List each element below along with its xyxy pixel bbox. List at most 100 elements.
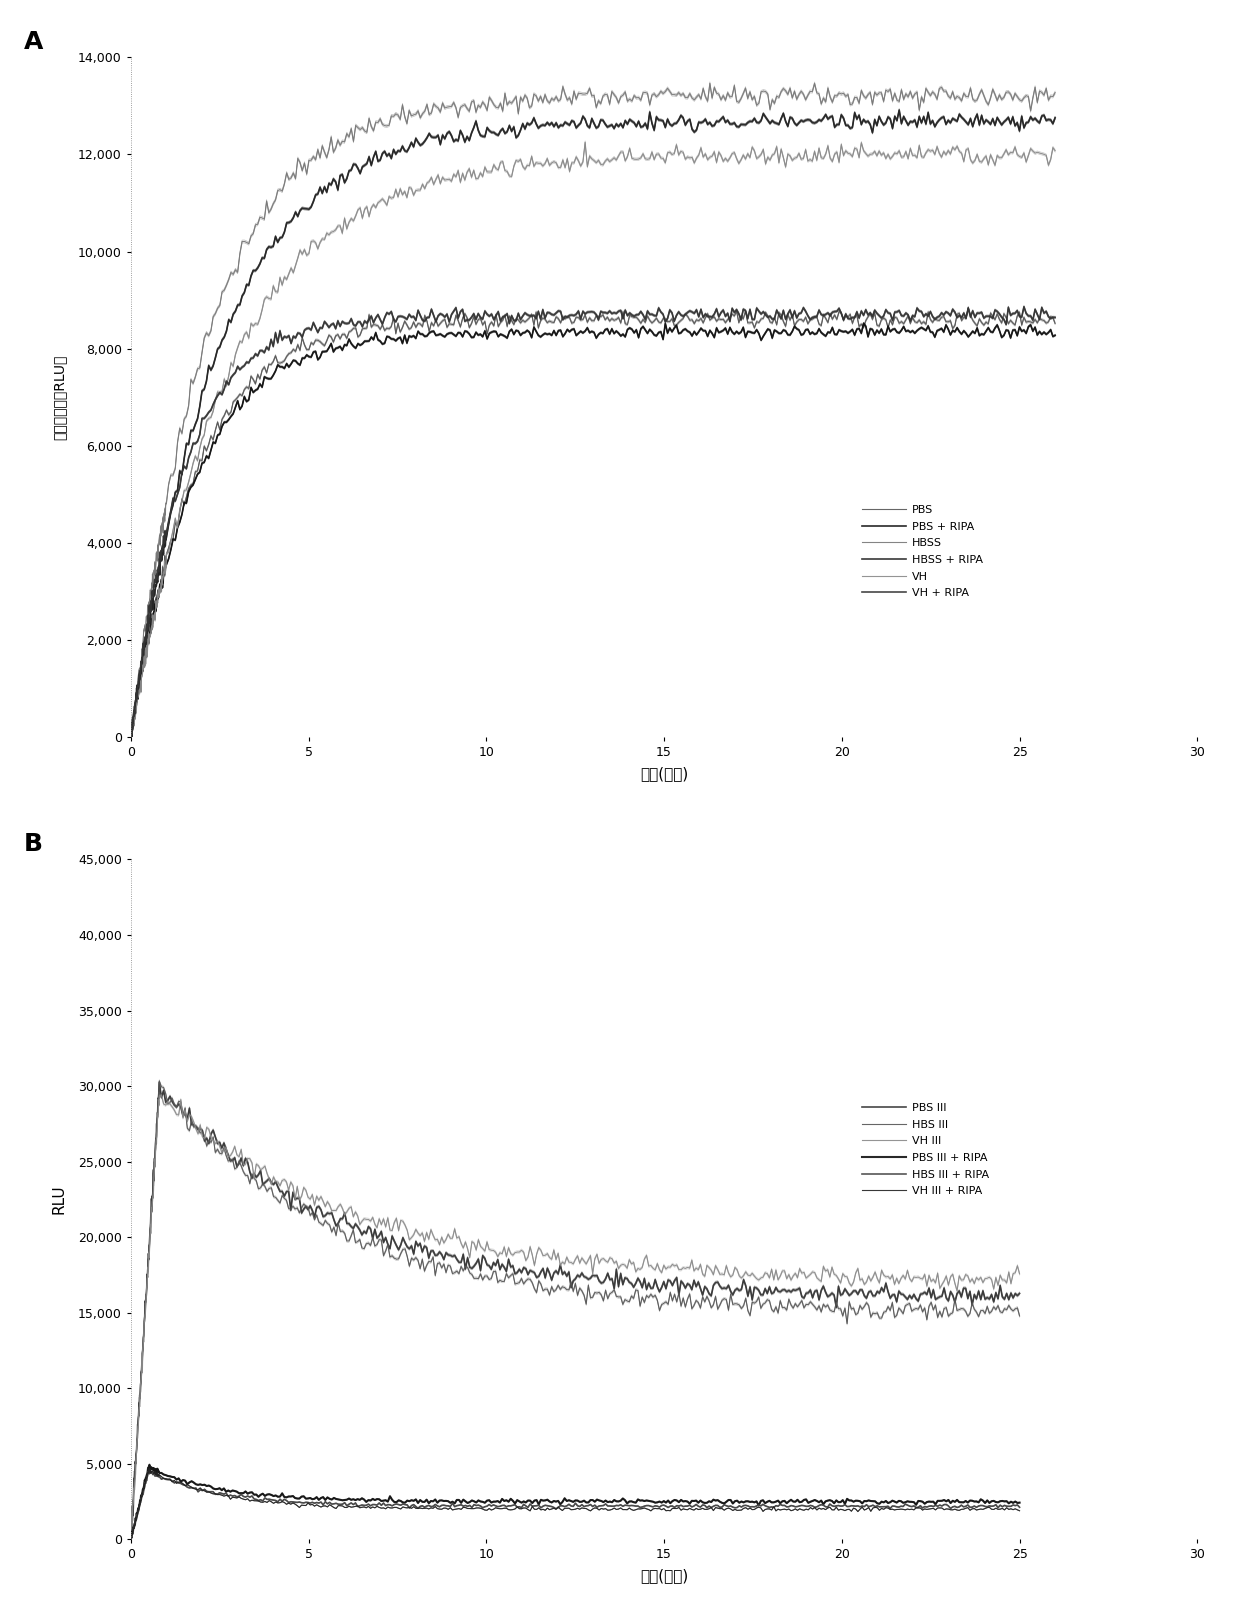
HBSS + RIPA: [1048, 108, 1063, 128]
HBSS + RIPA: [746, 108, 761, 128]
HBSS + RIPA: [482, 121, 497, 141]
PBS III: [151, 1073, 166, 1092]
HBS III: [404, 1249, 419, 1269]
VH + RIPA: [449, 298, 464, 317]
HBS III + RIPA: [124, 1531, 139, 1550]
HBSS + RIPA: [892, 100, 906, 120]
VH III: [154, 1086, 169, 1105]
VH: [1042, 155, 1056, 175]
Text: B: B: [24, 832, 43, 856]
HBS III: [221, 1152, 236, 1171]
PBS + RIPA: [124, 730, 139, 749]
HBS III + RIPA: [218, 1484, 233, 1503]
HBSS + RIPA: [709, 112, 724, 131]
HBSS + RIPA: [1042, 110, 1056, 129]
HBS III: [477, 1267, 492, 1286]
PBS III + RIPA: [217, 1479, 232, 1498]
PBS III: [221, 1146, 236, 1165]
HBSS + RIPA: [124, 728, 139, 748]
HBS III: [218, 1146, 233, 1165]
Line: PBS III: PBS III: [131, 1082, 1019, 1544]
Line: VH III + RIPA: VH III + RIPA: [131, 1468, 1019, 1540]
PBS + RIPA: [484, 322, 498, 341]
VH III + RIPA: [143, 1458, 157, 1477]
PBS + RIPA: [124, 726, 139, 746]
VH + RIPA: [1048, 307, 1063, 327]
HBS III + RIPA: [836, 1497, 851, 1516]
PBS III: [620, 1269, 635, 1288]
PBS + RIPA: [450, 324, 465, 343]
VH III: [836, 1264, 851, 1283]
VH: [578, 133, 593, 152]
Legend: PBS III, HBS III, VH III, PBS III + RIPA, HBS III + RIPA, VH III + RIPA: PBS III, HBS III, VH III, PBS III + RIPA…: [862, 1103, 988, 1196]
HBSS: [1048, 83, 1063, 102]
PBS III + RIPA: [143, 1455, 157, 1474]
VH + RIPA: [745, 309, 760, 328]
Y-axis label: 相对光单位（RLU）: 相对光单位（RLU）: [53, 354, 67, 440]
HBS III: [620, 1291, 635, 1311]
Line: PBS: PBS: [131, 307, 1055, 736]
VH III: [620, 1259, 635, 1278]
VH + RIPA: [482, 306, 497, 325]
VH + RIPA: [707, 304, 722, 324]
VH III: [124, 1527, 139, 1547]
PBS + RIPA: [709, 319, 724, 338]
PBS + RIPA: [746, 324, 761, 343]
Line: HBSS + RIPA: HBSS + RIPA: [131, 110, 1055, 741]
HBS III + RIPA: [221, 1487, 236, 1506]
VH: [124, 728, 139, 748]
HBSS + RIPA: [124, 731, 139, 751]
PBS + RIPA: [856, 314, 870, 333]
VH III: [124, 1532, 139, 1552]
PBS III: [477, 1249, 492, 1269]
Legend: PBS, PBS + RIPA, HBSS, HBSS + RIPA, VH, VH + RIPA: PBS, PBS + RIPA, HBSS, HBSS + RIPA, VH, …: [862, 505, 982, 599]
VH: [749, 149, 764, 168]
VH III + RIPA: [1012, 1502, 1027, 1521]
PBS: [709, 312, 724, 332]
HBS III + RIPA: [1012, 1498, 1027, 1518]
HBSS + RIPA: [450, 131, 465, 150]
Line: HBSS: HBSS: [131, 83, 1055, 741]
VH III: [218, 1137, 233, 1157]
Line: VH III: VH III: [131, 1095, 1019, 1542]
VH + RIPA: [1039, 301, 1054, 320]
HBSS: [702, 73, 717, 92]
PBS III: [404, 1236, 419, 1256]
PBS III: [124, 1534, 139, 1553]
VH III: [1012, 1264, 1027, 1283]
HBSS: [746, 87, 761, 107]
PBS III + RIPA: [1012, 1493, 1027, 1513]
HBS III: [151, 1071, 166, 1091]
VH: [124, 725, 139, 744]
HBS III + RIPA: [477, 1497, 492, 1516]
PBS III + RIPA: [618, 1490, 632, 1510]
VH III + RIPA: [402, 1498, 417, 1518]
PBS: [484, 312, 498, 332]
VH III + RIPA: [218, 1485, 233, 1505]
Line: PBS + RIPA: PBS + RIPA: [131, 324, 1055, 739]
PBS: [1042, 312, 1056, 332]
HBSS: [1039, 79, 1054, 99]
Line: HBS III + RIPA: HBS III + RIPA: [131, 1471, 1019, 1540]
HBS III: [1012, 1306, 1027, 1325]
PBS III + RIPA: [833, 1492, 848, 1511]
VH + RIPA: [124, 730, 139, 749]
PBS: [450, 311, 465, 330]
HBSS: [449, 99, 464, 118]
VH: [482, 162, 497, 181]
HBS III + RIPA: [404, 1497, 419, 1516]
HBSS: [709, 84, 724, 104]
VH III: [404, 1228, 419, 1247]
X-axis label: 时间(小时): 时间(小时): [640, 767, 688, 781]
HBS III: [836, 1306, 851, 1325]
HBSS: [480, 100, 495, 120]
PBS III + RIPA: [218, 1482, 233, 1502]
HBSS: [482, 87, 497, 107]
PBS III + RIPA: [475, 1492, 490, 1511]
Line: VH + RIPA: VH + RIPA: [131, 307, 1055, 739]
PBS: [961, 298, 976, 317]
HBSS + RIPA: [484, 123, 498, 142]
Line: VH: VH: [131, 142, 1055, 738]
VH III + RIPA: [217, 1487, 232, 1506]
PBS III + RIPA: [124, 1531, 139, 1550]
